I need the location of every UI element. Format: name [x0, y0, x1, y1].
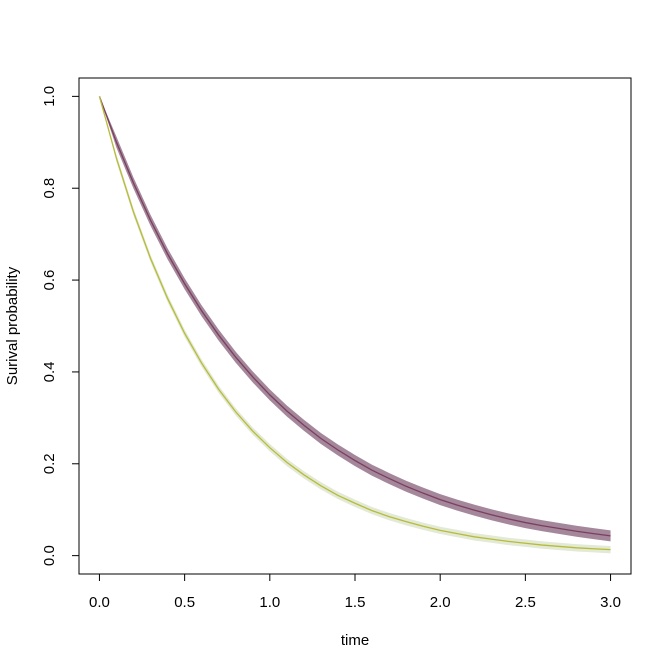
- x-tick-label: 2.5: [515, 594, 536, 611]
- x-tick-label: 1.0: [259, 594, 280, 611]
- survival-line: [98, 96, 611, 551]
- y-tick-label: 0.2: [41, 453, 58, 474]
- y-tick-label: 0.4: [41, 361, 58, 382]
- survival-line: [98, 96, 611, 537]
- x-tick-label: 3.0: [600, 594, 621, 611]
- x-tick-label: 0.5: [174, 594, 195, 611]
- y-tick-label: 1.0: [41, 86, 58, 107]
- x-tick-label: 1.5: [345, 594, 366, 611]
- y-axis-label: Surival probability: [4, 266, 21, 385]
- y-tick-label: 0.8: [41, 178, 58, 199]
- y-tick-label: 0.0: [41, 545, 58, 566]
- confidence-band: [99, 96, 611, 554]
- x-tick-label: 2.0: [430, 594, 451, 611]
- x-tick-label: 0.0: [89, 594, 110, 611]
- x-axis-label: time: [341, 632, 369, 649]
- y-tick-label: 0.6: [41, 270, 58, 291]
